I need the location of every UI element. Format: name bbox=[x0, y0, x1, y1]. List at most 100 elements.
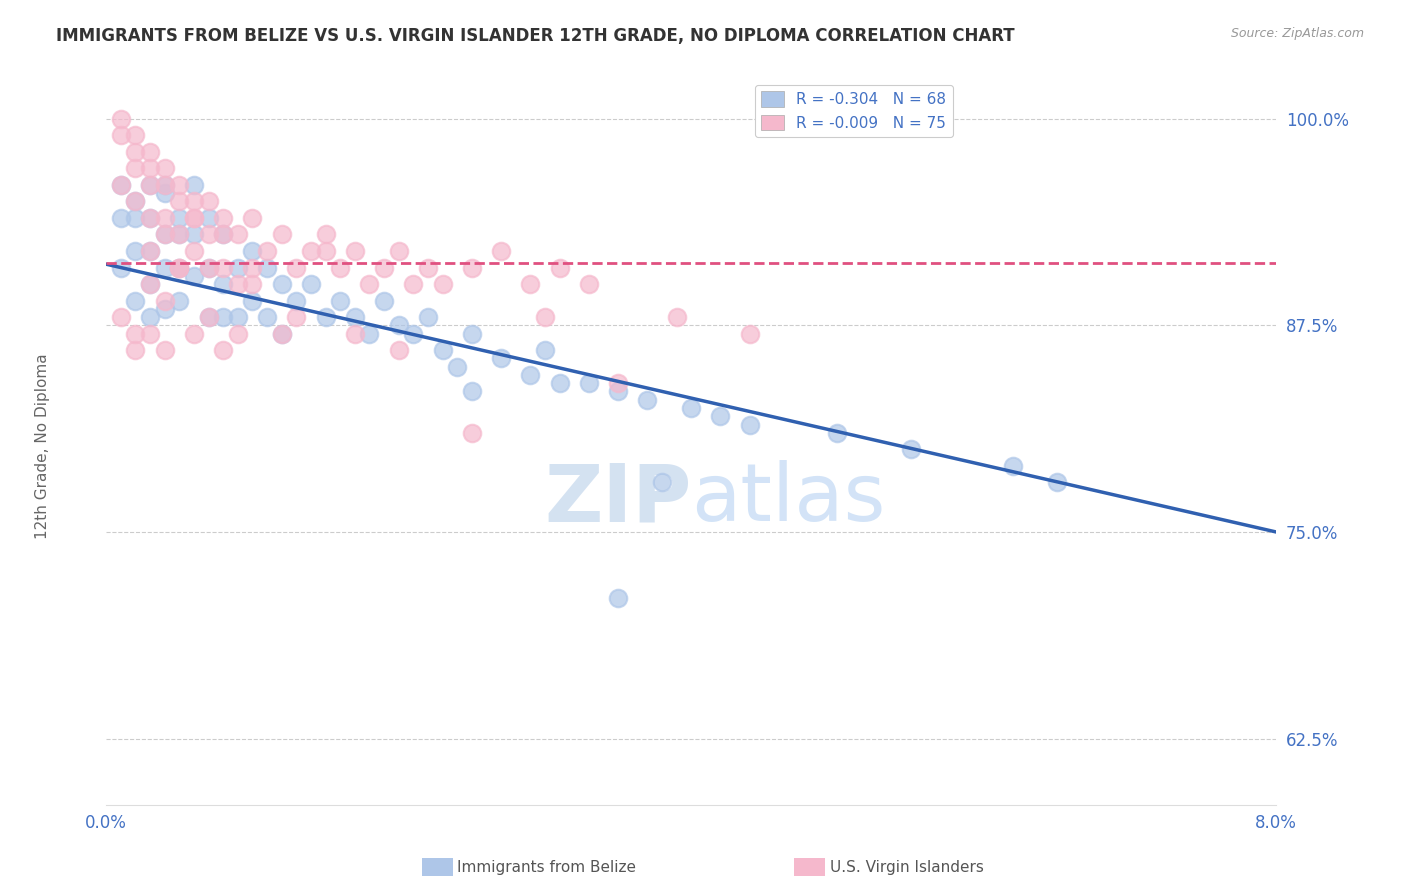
Point bbox=[169, 260, 191, 275]
Point bbox=[607, 591, 630, 605]
Point bbox=[183, 268, 205, 283]
Point bbox=[256, 310, 278, 324]
Point bbox=[315, 227, 337, 242]
Point bbox=[359, 326, 381, 341]
Point bbox=[315, 310, 337, 324]
Text: Immigrants from Belize: Immigrants from Belize bbox=[457, 860, 636, 874]
Point bbox=[388, 318, 411, 333]
Point bbox=[183, 194, 205, 209]
Point bbox=[139, 178, 162, 192]
Point bbox=[153, 161, 176, 176]
Point bbox=[197, 227, 219, 242]
Point bbox=[738, 326, 761, 341]
Point bbox=[242, 277, 264, 291]
Point bbox=[256, 244, 278, 258]
Point bbox=[270, 277, 292, 291]
Point bbox=[153, 211, 176, 225]
Point bbox=[519, 277, 541, 291]
Point bbox=[315, 244, 337, 258]
Point bbox=[197, 260, 219, 275]
Point bbox=[124, 194, 146, 209]
Point bbox=[226, 227, 249, 242]
Point bbox=[534, 310, 557, 324]
Point bbox=[124, 161, 146, 176]
Point bbox=[197, 211, 219, 225]
Point bbox=[1001, 458, 1024, 473]
Point bbox=[432, 277, 454, 291]
Point bbox=[226, 310, 249, 324]
Text: Source: ZipAtlas.com: Source: ZipAtlas.com bbox=[1230, 27, 1364, 40]
Point bbox=[636, 392, 658, 407]
Point bbox=[373, 293, 395, 308]
Point bbox=[402, 326, 425, 341]
Point bbox=[373, 260, 395, 275]
Point bbox=[169, 194, 191, 209]
Text: U.S. Virgin Islanders: U.S. Virgin Islanders bbox=[830, 860, 983, 874]
Point bbox=[197, 260, 219, 275]
Point bbox=[124, 293, 146, 308]
Point bbox=[153, 293, 176, 308]
Point bbox=[169, 293, 191, 308]
Point bbox=[183, 211, 205, 225]
Point bbox=[416, 260, 439, 275]
Point bbox=[183, 326, 205, 341]
Point bbox=[124, 326, 146, 341]
Point bbox=[548, 376, 571, 391]
Point bbox=[212, 227, 235, 242]
Point bbox=[183, 178, 205, 192]
Point bbox=[226, 277, 249, 291]
Point bbox=[519, 368, 541, 382]
Point bbox=[110, 128, 132, 143]
Point bbox=[110, 178, 132, 192]
Point bbox=[110, 211, 132, 225]
Legend: R = -0.304   N = 68, R = -0.009   N = 75: R = -0.304 N = 68, R = -0.009 N = 75 bbox=[755, 85, 953, 136]
Point bbox=[153, 301, 176, 316]
Point bbox=[139, 178, 162, 192]
Point bbox=[197, 310, 219, 324]
Point bbox=[124, 128, 146, 143]
Point bbox=[169, 260, 191, 275]
Point bbox=[329, 293, 352, 308]
Point bbox=[709, 409, 731, 424]
Point bbox=[900, 442, 922, 457]
Point bbox=[169, 260, 191, 275]
Text: ZIP: ZIP bbox=[544, 460, 692, 538]
Point bbox=[153, 343, 176, 358]
Point bbox=[169, 211, 191, 225]
Point bbox=[665, 310, 688, 324]
Point bbox=[343, 244, 366, 258]
Point bbox=[139, 277, 162, 291]
Point bbox=[461, 260, 484, 275]
Point bbox=[534, 343, 557, 358]
Point bbox=[197, 310, 219, 324]
Point bbox=[432, 343, 454, 358]
Point bbox=[242, 244, 264, 258]
Point bbox=[388, 244, 411, 258]
Point bbox=[299, 277, 322, 291]
Point bbox=[738, 417, 761, 432]
Point bbox=[212, 310, 235, 324]
Point bbox=[183, 227, 205, 242]
Text: IMMIGRANTS FROM BELIZE VS U.S. VIRGIN ISLANDER 12TH GRADE, NO DIPLOMA CORRELATIO: IMMIGRANTS FROM BELIZE VS U.S. VIRGIN IS… bbox=[56, 27, 1015, 45]
Point bbox=[285, 310, 308, 324]
Point bbox=[242, 211, 264, 225]
Point bbox=[139, 244, 162, 258]
Point bbox=[139, 326, 162, 341]
Point bbox=[402, 277, 425, 291]
Point bbox=[197, 194, 219, 209]
Point bbox=[578, 376, 600, 391]
Point bbox=[139, 244, 162, 258]
Point bbox=[139, 310, 162, 324]
Point bbox=[153, 227, 176, 242]
Point bbox=[169, 178, 191, 192]
Point bbox=[139, 211, 162, 225]
Point bbox=[139, 277, 162, 291]
Point bbox=[124, 343, 146, 358]
Point bbox=[124, 211, 146, 225]
Point bbox=[446, 359, 468, 374]
Point bbox=[153, 178, 176, 192]
Point bbox=[110, 178, 132, 192]
Point bbox=[388, 343, 411, 358]
Point bbox=[489, 244, 512, 258]
Point bbox=[461, 326, 484, 341]
